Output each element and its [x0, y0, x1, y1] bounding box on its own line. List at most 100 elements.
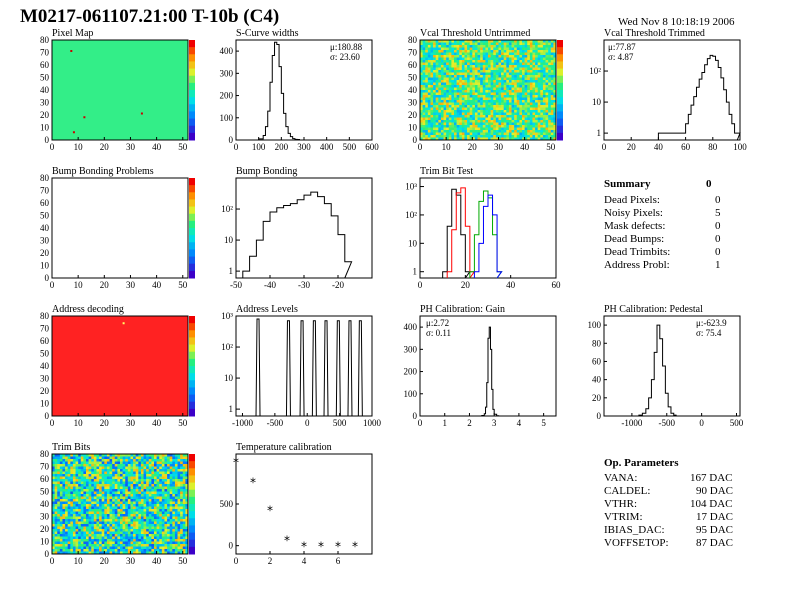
vcal-untrimmed-cell [474, 122, 478, 126]
vcal-untrimmed-cell [440, 90, 444, 93]
vcal-untrimmed-cell [467, 130, 470, 133]
vcal-untrimmed-cell [472, 77, 476, 81]
trim-bits-cell [52, 531, 55, 535]
vcal-untrimmed-cell [438, 55, 442, 58]
trim-bits-cell [104, 459, 108, 462]
vcal-untrimmed-cell [522, 85, 525, 88]
trim-bits-cell [167, 496, 170, 500]
trim-bits-cell [57, 531, 61, 535]
vcal-untrimmed-cell [550, 132, 554, 136]
vcal-untrimmed-cell [532, 62, 536, 66]
trim-bits-cell [185, 514, 189, 517]
vcal-untrimmed-cell [427, 107, 431, 111]
summary-label: Dead Bumps: [604, 233, 665, 245]
vcal-untrimmed-cell [430, 90, 434, 93]
vcal-untrimmed-cell [503, 127, 507, 131]
trim-bits-cell [133, 471, 136, 475]
trim-bits-cell [164, 484, 168, 487]
trim-bits-cell [172, 524, 176, 527]
trim-bits-cell [167, 514, 170, 517]
vcal-untrimmed-cell [430, 132, 434, 136]
vcal-untrimmed-cell [537, 90, 541, 93]
trim-bits-cell [70, 494, 74, 497]
address-decoding-xtick-label: 10 [74, 418, 84, 428]
trim-bits-cell [161, 551, 165, 555]
trim-bits-cell [93, 546, 97, 550]
trim-bits-cell [169, 519, 173, 522]
vcal-untrimmed-cell [435, 47, 439, 51]
vcal-untrimmed-cell [503, 65, 507, 68]
vcal-untrimmed-cell [488, 132, 491, 136]
trim-bits-cell [180, 551, 184, 555]
trim-bits-cell [91, 491, 95, 495]
trim-bits-cell [65, 479, 68, 482]
trim-bits-cell [109, 546, 113, 550]
vcal-untrimmed-cell [535, 97, 538, 101]
trim-bits-cell [57, 506, 61, 510]
vcal-untrimmed-cell [420, 137, 423, 141]
trim-bits-cell [67, 456, 71, 460]
trim-bits-cell [164, 526, 168, 530]
trim-bits-cell [112, 476, 116, 480]
trim-bits-cell [180, 529, 184, 532]
bump-problems-color-scale-cell [189, 220, 195, 229]
vcal-untrimmed-cell [474, 92, 478, 96]
trim-bits-cell [86, 484, 89, 487]
vcal-untrimmed-cell [482, 62, 486, 66]
vcal-untrimmed-cell [511, 112, 515, 116]
vcal-untrimmed-cell [542, 120, 546, 123]
vcal-untrimmed-cell [514, 72, 518, 76]
vcal-untrimmed-cell [472, 135, 476, 138]
trim-bits-cell [148, 536, 152, 540]
trim-bits-cell [156, 516, 160, 520]
trim-bits-cell [130, 519, 134, 522]
vcal-untrimmed-cell [443, 55, 447, 58]
op-param-value: 167 DAC [690, 472, 733, 484]
trim-bits-cell [148, 476, 152, 480]
trim-bits-cell [140, 509, 144, 512]
timestamp: Wed Nov 8 10:18:19 2006 [618, 16, 735, 28]
vcal-untrimmed-cell [456, 135, 460, 138]
trim-bits-cell [185, 484, 189, 487]
vcal-untrimmed-cell [529, 95, 533, 98]
vcal-untrimmed-cell [529, 130, 533, 133]
vcal-untrimmed-cell [548, 110, 552, 113]
vcal-untrimmed-cell [474, 135, 478, 138]
vcal-untrimmed-cell [438, 67, 442, 71]
vcal-untrimmed-cell [537, 130, 541, 133]
vcal-untrimmed-cell [519, 105, 523, 108]
trim-bits-cell [161, 474, 165, 477]
trim-bits-cell [112, 516, 116, 520]
trim-bits-cell [88, 496, 92, 500]
vcal-untrimmed-cell [451, 115, 455, 118]
vcal-untrimmed-cell [451, 117, 455, 121]
trim-bits-cell [72, 541, 76, 545]
vcal-untrimmed-cell [482, 137, 486, 141]
trim-bits-cell [130, 536, 134, 540]
vcal-untrimmed-cell [519, 40, 523, 43]
trim-bits-cell [167, 466, 170, 470]
vcal-untrimmed-cell [422, 117, 426, 121]
trim-bits-cell [78, 504, 82, 507]
vcal-untrimmed-cell [446, 52, 450, 56]
vcal-untrimmed-cell [482, 95, 486, 98]
vcal-untrimmed-cell [425, 45, 429, 48]
address-levels-peak [255, 318, 261, 417]
vcal-untrimmed-cell [516, 125, 520, 128]
trim-bits-cell [86, 511, 89, 515]
trim-bits-cell [146, 471, 150, 475]
trim-bits-cell [72, 544, 76, 547]
trim-bits-cell [161, 476, 165, 480]
vcal-untrimmed-cell [459, 92, 463, 96]
vcal-untrimmed-cell [522, 102, 525, 106]
trim-bits-cell [83, 471, 87, 475]
trim-bits-cell [54, 456, 58, 460]
vcal-untrimmed-cell [493, 65, 497, 68]
vcal-untrimmed-cell [427, 50, 431, 53]
vcal-untrimmed-cell [511, 52, 515, 56]
trim-bits-cell [109, 469, 113, 472]
vcal-untrimmed-cell [519, 65, 523, 68]
trim-bits-cell [104, 466, 108, 470]
trim-bits-cell [182, 544, 186, 547]
vcal-untrimmed-cell [440, 77, 444, 81]
